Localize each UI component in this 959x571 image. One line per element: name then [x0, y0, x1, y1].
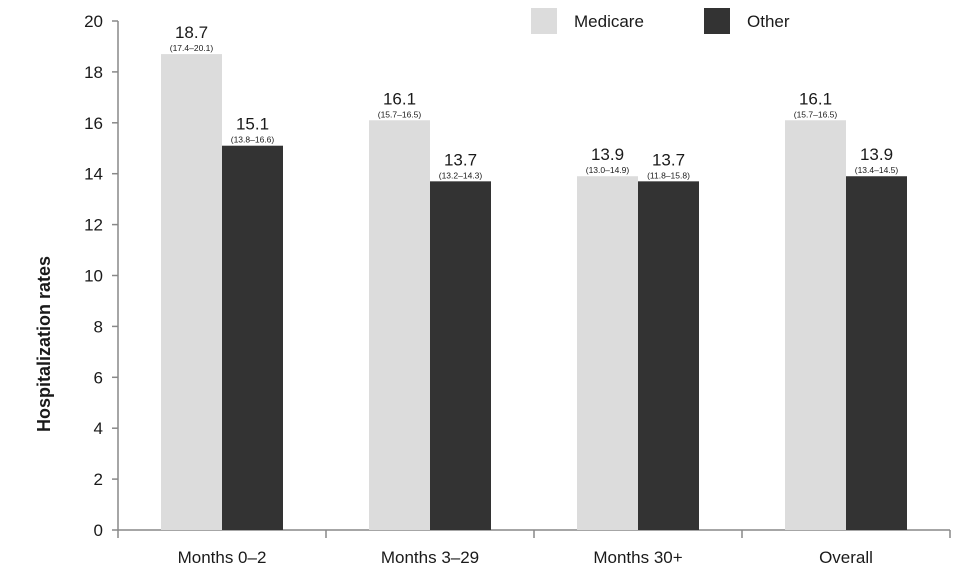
- y-tick-label: 0: [94, 521, 103, 540]
- y-tick-label: 6: [94, 368, 103, 387]
- y-tick-label: 18: [84, 63, 103, 82]
- x-category-label: Overall: [819, 548, 873, 567]
- legend: Medicare Other: [531, 8, 790, 34]
- bar-ci-label: (11.8–15.8): [647, 170, 690, 180]
- legend-label-other: Other: [747, 12, 790, 31]
- bar-value-label: 13.7: [444, 150, 477, 169]
- legend-swatch-other: [704, 8, 730, 34]
- y-axis-title: Hospitalization rates: [34, 256, 54, 432]
- y-tick-label: 10: [84, 267, 103, 286]
- x-category-label: Months 0–2: [178, 548, 267, 567]
- bar-value-label: 13.9: [591, 145, 624, 164]
- bars: [161, 54, 907, 531]
- y-tick-label: 8: [94, 317, 103, 336]
- y-axis: 0 2 4 6 8 10 12 14 16 18 20: [84, 12, 119, 540]
- y-tick-label: 16: [84, 114, 103, 133]
- y-tick-label: 2: [94, 470, 103, 489]
- x-category-label: Months 3–29: [381, 548, 479, 567]
- x-category-label: Months 30+: [593, 548, 682, 567]
- y-tick-label: 12: [84, 216, 103, 235]
- bar-value-label: 16.1: [383, 89, 416, 108]
- bar-other-3: [846, 176, 907, 530]
- bar-value-label: 15.1: [236, 115, 269, 134]
- bar-ci-label: (15.7–16.5): [378, 109, 422, 119]
- bar-value-label: 13.7: [652, 150, 685, 169]
- bar-ci-label: (15.7–16.5): [794, 109, 838, 119]
- bar-ci-label: (13.4–14.5): [855, 165, 899, 175]
- bar-labels: 18.7(17.4–20.1)16.1(15.7–16.5)13.9(13.0–…: [170, 23, 899, 180]
- bar-ci-label: (13.0–14.9): [586, 165, 630, 175]
- bar-value-label: 16.1: [799, 89, 832, 108]
- bar-ci-label: (13.8–16.6): [231, 135, 275, 145]
- y-tick-label: 14: [84, 165, 103, 184]
- y-tick-label: 4: [94, 419, 103, 438]
- bar-ci-label: (13.2–14.3): [439, 170, 483, 180]
- bar-value-label: 13.9: [860, 145, 893, 164]
- legend-label-medicare: Medicare: [574, 12, 644, 31]
- y-tick-label: 20: [84, 12, 103, 31]
- bar-other-2: [638, 181, 699, 530]
- bar-ci-label: (17.4–20.1): [170, 43, 214, 53]
- bar-medicare-0: [161, 54, 222, 531]
- bar-medicare-2: [577, 176, 638, 530]
- bar-other-1: [430, 181, 491, 530]
- bar-medicare-3: [785, 120, 846, 530]
- bar-medicare-1: [369, 120, 430, 530]
- bar-other-0: [222, 145, 283, 530]
- bar-value-label: 18.7: [175, 23, 208, 42]
- x-axis: Months 0–2 Months 3–29 Months 30+ Overall: [117, 529, 951, 567]
- legend-swatch-medicare: [531, 8, 557, 34]
